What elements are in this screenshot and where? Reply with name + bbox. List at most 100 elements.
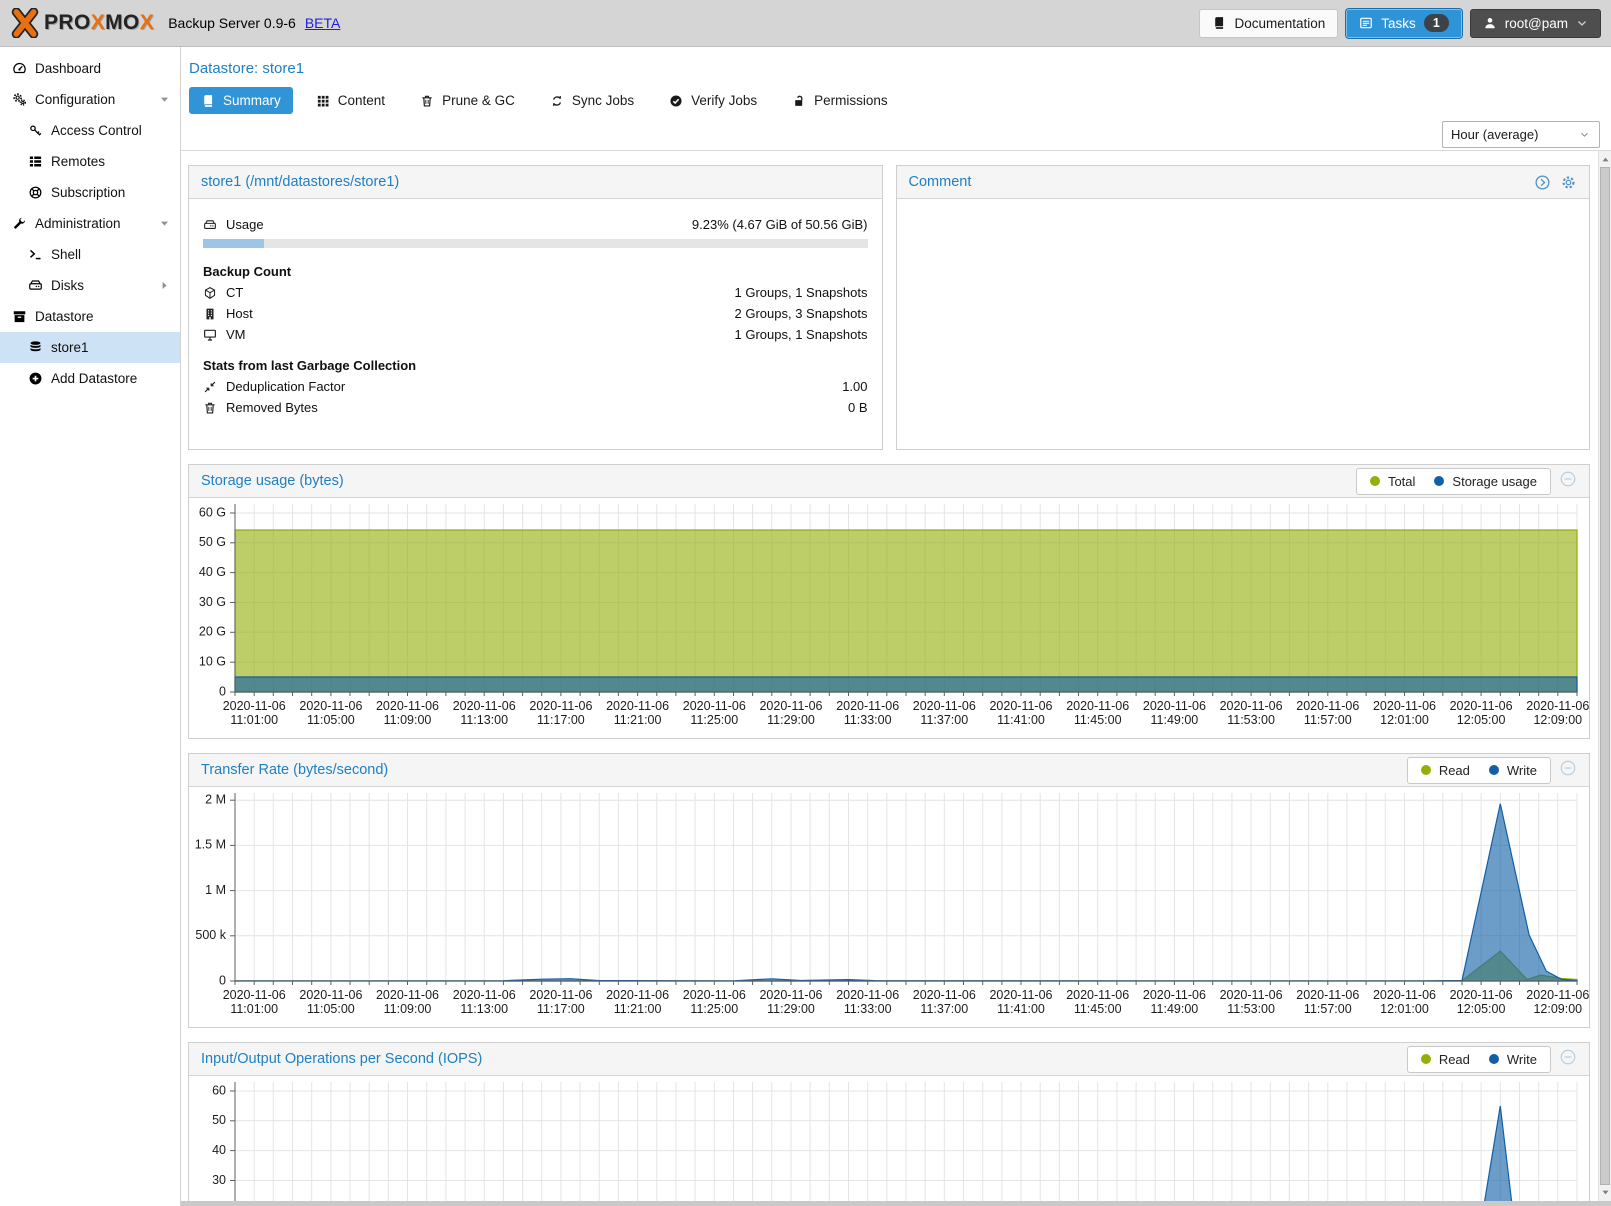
svg-text:11:37:00: 11:37:00	[920, 713, 968, 727]
tab-content[interactable]: Content	[304, 87, 397, 114]
tab-summary[interactable]: Summary	[189, 87, 293, 114]
scroll-up-arrow[interactable]	[1599, 152, 1611, 167]
sidebar-item-administration[interactable]: Administration	[0, 208, 180, 239]
svg-text:10 G: 10 G	[199, 654, 226, 668]
svg-text:11:37:00: 11:37:00	[920, 1002, 968, 1016]
collapse-chart-icon[interactable]	[1559, 1048, 1577, 1070]
storage-usage-chart: 0 10 G 20 G 30 G 40 G 50 G 60 G 2020-11-06 11:01…	[189, 498, 1589, 738]
tachometer-icon	[12, 61, 27, 76]
tasks-label: Tasks	[1381, 15, 1416, 31]
desktop-icon	[203, 328, 217, 342]
tasks-button[interactable]: Tasks 1	[1346, 8, 1462, 38]
legend-label: Read	[1438, 1051, 1470, 1067]
sidebar-item-label: Access Control	[51, 123, 142, 138]
user-icon	[1483, 16, 1497, 30]
tab-verify-jobs[interactable]: Verify Jobs	[657, 87, 769, 114]
key-icon	[28, 123, 43, 138]
iops-panel-header: Input/Output Operations per Second (IOPS…	[189, 1043, 1589, 1076]
svg-text:2020-11-06: 2020-11-06	[529, 988, 592, 1002]
svg-text:2020-11-06: 2020-11-06	[223, 988, 286, 1002]
usage-progress-fill	[203, 239, 265, 248]
sidebar-item-store1[interactable]: store1	[0, 332, 180, 363]
sidebar-item-disks[interactable]: Disks	[0, 270, 180, 301]
tab-permissions[interactable]: Permissions	[780, 87, 900, 114]
scroll-down-arrow[interactable]	[1599, 1185, 1611, 1200]
svg-text:2020-11-06: 2020-11-06	[299, 988, 362, 1002]
legend-item-read[interactable]: Read	[1420, 1051, 1470, 1067]
chevron-circle-right-icon[interactable]	[1534, 174, 1551, 191]
tab-prune-gc[interactable]: Prune & GC	[408, 87, 527, 114]
svg-text:11:25:00: 11:25:00	[690, 1002, 738, 1016]
brand-wordmark: PROXMOX	[44, 11, 155, 34]
sidebar-item-dashboard[interactable]: Dashboard	[0, 53, 180, 84]
svg-text:11:29:00: 11:29:00	[767, 713, 815, 727]
sidebar-item-access-control[interactable]: Access Control	[0, 115, 180, 146]
sidebar-item-label: Add Datastore	[51, 371, 138, 386]
life-ring-icon	[28, 185, 43, 200]
legend-item-write[interactable]: Write	[1488, 1052, 1537, 1067]
svg-text:11:13:00: 11:13:00	[460, 1002, 508, 1016]
legend-item-total[interactable]: Total	[1369, 474, 1415, 489]
legend-item-read[interactable]: Read	[1420, 763, 1470, 778]
triangle-up-icon	[1601, 155, 1610, 164]
sidebar-item-add-datastore[interactable]: Add Datastore	[0, 363, 180, 394]
collapse-chart-icon[interactable]	[1559, 759, 1577, 781]
legend-dot	[1488, 765, 1499, 775]
beta-link[interactable]: BETA	[304, 15, 341, 31]
summary-content: store1 (/mnt/datastores/store1) Usage 9.…	[181, 151, 1611, 1206]
refresh-icon	[550, 94, 564, 108]
legend-item-write[interactable]: Write	[1488, 763, 1537, 778]
tab-sync-jobs[interactable]: Sync Jobs	[538, 87, 646, 114]
svg-text:11:01:00: 11:01:00	[230, 713, 278, 727]
list-icon	[28, 154, 43, 169]
svg-text:2020-11-06: 2020-11-06	[836, 988, 899, 1002]
datastore-info-panel: store1 (/mnt/datastores/store1) Usage 9.…	[188, 165, 883, 450]
legend-item-storage-usage[interactable]: Storage usage	[1434, 474, 1537, 489]
documentation-button[interactable]: Documentation	[1199, 8, 1339, 38]
chevron-down-icon[interactable]	[158, 93, 171, 106]
usage-value: 9.23% (4.67 GiB of 50.56 GiB)	[691, 217, 868, 232]
tab-label: Content	[337, 93, 386, 108]
sidebar-item-label: Disks	[51, 278, 84, 293]
svg-text:1.5 M: 1.5 M	[195, 838, 226, 852]
gc-stats-heading: Stats from last Garbage Collection	[203, 358, 417, 373]
collapse-chart-icon[interactable]	[1559, 470, 1577, 492]
sidebar-item-label: Administration	[35, 216, 121, 231]
timeframe-select[interactable]: Hour (average)	[1442, 120, 1600, 148]
chevron-right-icon[interactable]	[158, 279, 171, 292]
svg-text:11:53:00: 11:53:00	[1227, 1002, 1275, 1016]
check-circle-icon	[669, 94, 683, 108]
user-menu-button[interactable]: root@pam	[1469, 8, 1601, 38]
legend-dot	[1488, 1054, 1499, 1064]
sidebar-item-subscription[interactable]: Subscription	[0, 177, 180, 208]
svg-text:11:41:00: 11:41:00	[997, 713, 1045, 727]
dedup-value: 1.00	[842, 379, 868, 394]
sidebar-item-datastore[interactable]: Datastore	[0, 301, 180, 332]
sidebar-item-remotes[interactable]: Remotes	[0, 146, 180, 177]
tab-label: Verify Jobs	[691, 93, 758, 108]
sidebar-item-configuration[interactable]: Configuration	[0, 84, 180, 115]
svg-text:2020-11-06: 2020-11-06	[376, 988, 439, 1002]
page-title: Datastore: store1	[189, 60, 305, 77]
svg-text:50 G: 50 G	[199, 535, 226, 549]
scrollbar-thumb[interactable]	[1600, 167, 1610, 1185]
svg-text:12:01:00: 12:01:00	[1380, 713, 1429, 727]
gear-icon[interactable]	[1560, 174, 1577, 191]
sidebar-item-label: store1	[51, 340, 89, 355]
chevron-down-icon[interactable]	[158, 217, 171, 230]
user-label: root@pam	[1504, 15, 1568, 31]
trash-icon	[420, 94, 434, 108]
main-area: Datastore: store1 Summary Content Prune …	[181, 47, 1611, 1206]
vertical-scrollbar[interactable]	[1598, 151, 1611, 1201]
sidebar-item-shell[interactable]: Shell	[0, 239, 180, 270]
svg-text:2020-11-06: 2020-11-06	[1220, 699, 1283, 713]
datastore-info-panel-header: store1 (/mnt/datastores/store1)	[189, 166, 882, 199]
svg-text:11:05:00: 11:05:00	[307, 713, 355, 727]
vm-value: 1 Groups, 1 Snapshots	[734, 327, 868, 342]
removed-bytes-row: Removed Bytes 0 B	[203, 400, 868, 415]
hdd-icon	[28, 278, 43, 293]
database-icon	[28, 340, 43, 355]
book-icon	[1212, 16, 1226, 30]
archive-icon	[12, 309, 27, 324]
